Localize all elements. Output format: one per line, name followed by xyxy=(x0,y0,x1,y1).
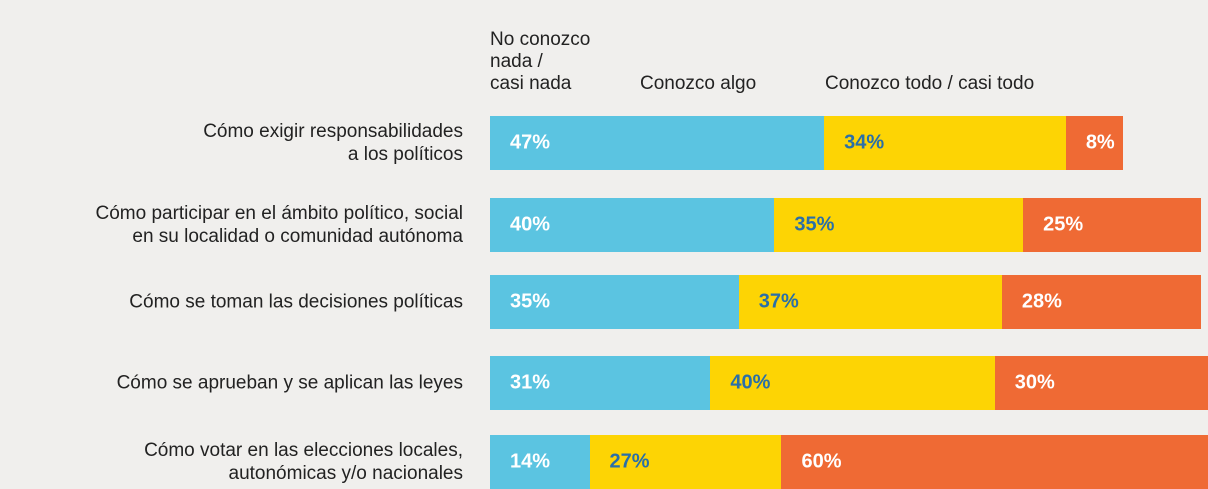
value-label: 8% xyxy=(1085,131,1115,154)
value-label: 47% xyxy=(510,131,551,154)
value-label: 35% xyxy=(510,290,551,313)
bar-segment: 60% xyxy=(781,435,1208,489)
legend-header: Conozco algo xyxy=(640,73,757,94)
value-label: 14% xyxy=(510,450,551,473)
bar-segment: 35% xyxy=(774,198,1024,252)
legend-header: Conozco todo / casi todo xyxy=(825,73,1035,94)
bar-segment: 35% xyxy=(490,275,739,329)
bar-segment: 30% xyxy=(994,356,1208,410)
bar-segment: 47% xyxy=(490,116,825,170)
bar-segment: 34% xyxy=(824,116,1066,170)
value-label: 40% xyxy=(510,213,551,236)
value-label: 30% xyxy=(1014,371,1055,394)
value-label: 34% xyxy=(844,131,885,154)
value-label: 37% xyxy=(758,290,799,313)
value-label: 31% xyxy=(510,371,551,394)
value-label: 60% xyxy=(801,450,842,473)
legend-header: No conozco nada / casi nada xyxy=(490,29,591,94)
bar-segment: 27% xyxy=(589,435,782,489)
category-label: Cómo votar en las elecciones locales, au… xyxy=(144,440,463,484)
bar-segment: 40% xyxy=(710,356,995,410)
value-label: 27% xyxy=(609,450,650,473)
value-label: 40% xyxy=(730,371,771,394)
bar-segment: 8% xyxy=(1065,116,1123,170)
bar-segment: 14% xyxy=(490,435,590,489)
category-label: Cómo participar en el ámbito político, s… xyxy=(95,203,463,247)
category-label: Cómo se toman las decisiones políticas xyxy=(129,291,463,313)
category-label: Cómo exigir responsabilidades a los polí… xyxy=(203,121,463,165)
bar-segment: 37% xyxy=(738,275,1002,329)
value-label: 25% xyxy=(1043,213,1084,236)
bar-segment: 31% xyxy=(490,356,711,410)
bar-segment: 28% xyxy=(1001,275,1201,329)
category-label: Cómo se aprueban y se aplican las leyes xyxy=(116,372,463,394)
bar-segment: 40% xyxy=(490,198,775,252)
value-label: 35% xyxy=(794,213,835,236)
bar-segment: 25% xyxy=(1023,198,1201,252)
value-label: 28% xyxy=(1021,290,1062,313)
